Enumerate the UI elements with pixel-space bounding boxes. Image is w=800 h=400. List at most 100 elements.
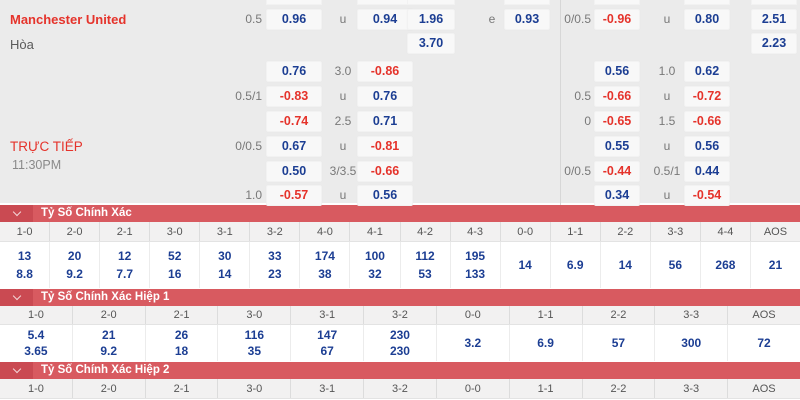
score-odds-cell[interactable]: 52 16 [150, 242, 201, 288]
odds-box[interactable]: -0.96 [594, 9, 640, 30]
score-column-header: 0-0 [437, 306, 510, 324]
odds-box[interactable]: -0.86 [357, 61, 413, 82]
odds-value: 12 [117, 249, 132, 263]
score-odds-cell[interactable]: 5.4 3.65 [0, 325, 73, 361]
score-odds-cell[interactable]: 174 38 [300, 242, 351, 288]
odds-box[interactable]: -0.57 [266, 185, 322, 206]
score-column-header: 1-0 [0, 379, 73, 398]
score-column-header: 3-1 [291, 306, 365, 324]
chevron-down-icon[interactable] [0, 289, 33, 306]
odds-box[interactable]: -0.81 [357, 136, 413, 157]
odds-value: 21 [102, 328, 116, 342]
chevron-down-icon[interactable] [0, 362, 33, 379]
handicap-label: 0/0.5 [564, 12, 591, 26]
score-odds-cell[interactable]: 13 8.8 [0, 242, 51, 288]
odds-value: 14 [218, 267, 232, 281]
score-odds-cell[interactable]: 20 9.2 [50, 242, 101, 288]
odds-box[interactable]: 0.67 [266, 136, 322, 157]
odds-box[interactable]: -0.44 [594, 161, 640, 182]
score-odds-cell[interactable]: 112 53 [401, 242, 451, 288]
score-odds-cell[interactable]: 33 23 [250, 242, 301, 288]
handicap-label: u [339, 188, 347, 202]
odds-box[interactable]: 0.56 [594, 61, 640, 82]
score-odds-cell[interactable]: 26 18 [146, 325, 219, 361]
odds-box[interactable]: -0.66 [357, 161, 413, 182]
odds-value: 23 [268, 267, 282, 281]
odds-box[interactable]: 0.56 [684, 136, 730, 157]
odds-value: 14 [618, 258, 632, 272]
odds-box[interactable]: 0.50 [266, 161, 322, 182]
score-odds-cell[interactable]: 12 7.7 [100, 242, 151, 288]
odds-box[interactable]: 0.55 [594, 136, 640, 157]
odds-value: 18 [174, 344, 189, 358]
handicap-label: e [488, 12, 496, 26]
odds-box[interactable]: 2.23 [751, 33, 797, 54]
odds-value: 32 [368, 267, 382, 281]
score-odds-cell[interactable]: 147 67 [291, 325, 365, 361]
odds-box[interactable]: -0.66 [684, 111, 730, 132]
score-odds-cell[interactable]: 300 [655, 325, 729, 361]
score-odds-row: 13 8.8 20 9.2 12 7.7 52 16 30 14 33 23 174 38 100 32 112… [0, 242, 800, 288]
odds-box[interactable]: 0.94 [357, 9, 413, 30]
odds-value: 21 [768, 258, 783, 272]
odds-box[interactable]: 0.96 [266, 9, 322, 30]
score-odds-cell[interactable]: 230 230 [364, 325, 437, 361]
score-odds-cell[interactable]: 3.2 [437, 325, 510, 361]
score-odds-cell[interactable]: 6.9 [510, 325, 583, 361]
chevron-down-icon[interactable] [0, 205, 33, 222]
score-column-header: 4-0 [300, 222, 351, 241]
home-team-name: Manchester United [10, 12, 127, 27]
odds-box[interactable]: 0.71 [357, 111, 413, 132]
odds-box[interactable]: -0.72 [684, 86, 730, 107]
odds-box[interactable]: -0.83 [266, 86, 322, 107]
handicap-label: 0/0.5 [564, 164, 591, 178]
score-odds-cell[interactable]: 21 9.2 [73, 325, 146, 361]
odds-box[interactable]: -0.65 [594, 111, 640, 132]
odds-box[interactable]: -0.54 [684, 185, 730, 206]
live-badge: TRỰC TIẾP [10, 139, 83, 154]
score-odds-cell[interactable]: 21 [751, 242, 800, 288]
score-odds-cell[interactable]: 100 32 [350, 242, 401, 288]
score-column-header: 3-3 [651, 222, 701, 241]
odds-value: 112 [415, 249, 435, 263]
odds-box[interactable]: 0.80 [684, 9, 730, 30]
score-odds-cell[interactable]: 6.9 [551, 242, 601, 288]
odds-box[interactable]: 0.76 [266, 61, 322, 82]
handicap-label: u [339, 139, 347, 153]
score-column-header: 3-0 [218, 379, 292, 398]
score-odds-cell[interactable]: 72 [728, 325, 800, 361]
score-odds-cell[interactable]: 195 133 [451, 242, 501, 288]
score-odds-cell[interactable]: 30 14 [200, 242, 251, 288]
score-odds-cell[interactable]: 116 35 [218, 325, 292, 361]
odds-box[interactable]: 3.70 [407, 33, 455, 54]
odds-box[interactable]: 2.51 [751, 9, 797, 30]
score-column-header: 4-3 [451, 222, 501, 241]
odds-box[interactable]: 0.56 [357, 185, 413, 206]
odds-box[interactable]: -0.66 [594, 86, 640, 107]
score-column-header: 3-0 [218, 306, 292, 324]
odds-value: 30 [218, 249, 232, 263]
odds-box[interactable]: 0.62 [684, 61, 730, 82]
score-column-header: 1-0 [0, 306, 73, 324]
handicap-label: 1.0 [658, 64, 676, 78]
score-odds-cell[interactable]: 14 [501, 242, 551, 288]
odds-box[interactable]: -0.74 [266, 111, 322, 132]
score-odds-cell[interactable]: 268 [701, 242, 751, 288]
section-header[interactable]: Tỷ Số Chính Xác Hiệp 2 [0, 362, 800, 379]
handicap-label: u [663, 12, 671, 26]
score-column-header: 1-1 [510, 306, 583, 324]
section-header[interactable]: Tỷ Số Chính Xác Hiệp 1 [0, 289, 800, 306]
odds-box[interactable]: 0.93 [504, 9, 550, 30]
odds-box[interactable]: 0.76 [357, 86, 413, 107]
score-odds-cell[interactable]: 56 [651, 242, 701, 288]
score-odds-cell[interactable]: 14 [601, 242, 651, 288]
score-column-header: 4-2 [401, 222, 451, 241]
handicap-label: u [663, 139, 671, 153]
score-odds-cell[interactable]: 57 [583, 325, 656, 361]
section-header[interactable]: Tỷ Số Chính Xác [0, 205, 800, 222]
odds-box[interactable]: 0.34 [594, 185, 640, 206]
odds-box[interactable]: 1.96 [407, 9, 455, 30]
match-time: 11:30PM [12, 158, 62, 172]
odds-box[interactable]: 0.44 [684, 161, 730, 182]
panel-divider [560, 0, 561, 205]
